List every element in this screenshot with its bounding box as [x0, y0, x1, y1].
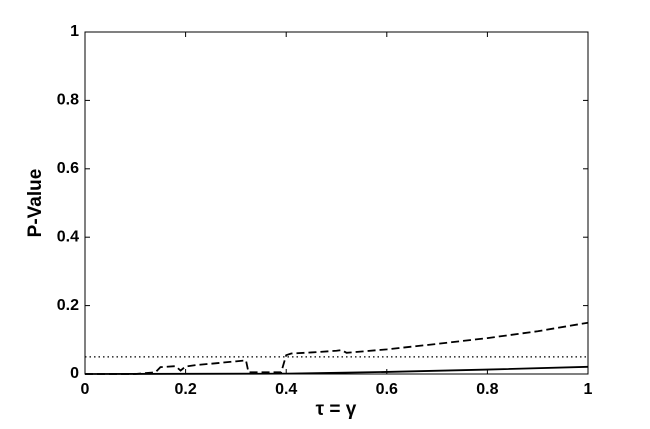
x-tick-label: 0.2: [174, 381, 196, 398]
y-tick-label: 0: [70, 365, 79, 382]
x-axis-label: τ = γ: [316, 399, 357, 420]
y-tick-label: 0.4: [57, 228, 79, 245]
y-tick-label: 0.8: [57, 92, 79, 109]
x-tick-label: 1: [584, 381, 593, 398]
x-tick-label: 0.6: [376, 381, 398, 398]
y-axis-label: P-Value: [25, 169, 46, 238]
x-tick-label: 0: [81, 381, 90, 398]
y-tick-label: 1: [70, 23, 79, 40]
x-tick-label: 0.8: [476, 381, 498, 398]
series-line: [85, 321, 589, 375]
series-line: [84, 365, 589, 375]
y-tick-label: 0.6: [57, 160, 79, 177]
x-tick-label: 0.4: [275, 381, 297, 398]
y-tick-label: 0.2: [57, 297, 79, 314]
plot-frame: [84, 31, 589, 375]
